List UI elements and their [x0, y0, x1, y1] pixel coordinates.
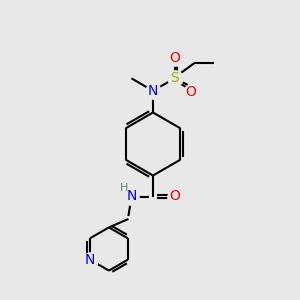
Text: O: O [186, 85, 196, 99]
Text: O: O [169, 190, 180, 203]
Text: S: S [170, 71, 179, 85]
Text: H: H [119, 183, 128, 193]
Text: N: N [85, 253, 95, 267]
Text: N: N [148, 84, 158, 98]
Text: N: N [126, 190, 136, 203]
Text: O: O [169, 51, 180, 65]
